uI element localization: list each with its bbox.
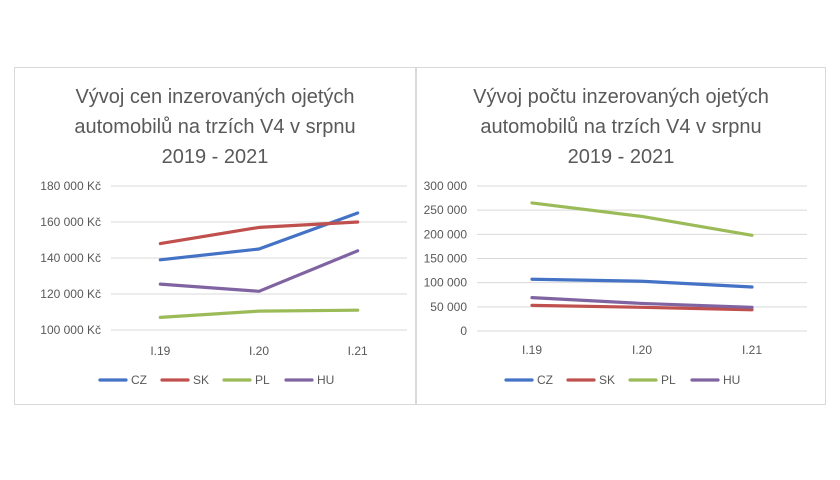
series-line-pl	[530, 201, 754, 237]
legend-label: HU	[317, 373, 334, 387]
legend-label: CZ	[537, 373, 553, 387]
legend-label: HU	[723, 373, 740, 387]
legend-label: CZ	[131, 373, 147, 387]
y-tick-label: 250 000	[424, 203, 468, 217]
series-line-cz	[530, 277, 754, 289]
count-line-chart: 0 50 000 100 000 150 000 200 000 250 000 300 0…	[424, 179, 807, 387]
y-tick-label: 120 000 Kč	[40, 287, 101, 301]
y-tick-label: 0	[460, 324, 467, 338]
y-tick-label: 160 000 Kč	[40, 215, 101, 229]
x-tick-label: I.20	[249, 344, 269, 358]
y-tick-label: 100 000	[424, 276, 468, 290]
y-tick-label: 200 000	[424, 227, 468, 241]
y-tick-label: 300 000	[424, 179, 468, 193]
chart-panel-counts: Vývoj počtu inzerovaných ojetých automob…	[416, 67, 826, 405]
chart-title-line: 2019 - 2021	[161, 146, 269, 168]
y-tick-label: 100 000 Kč	[40, 323, 101, 337]
chart-title-line: automobilů na trzích V4 v srpnu	[480, 116, 762, 138]
chart-title: Vývoj cen inzerovaných ojetých automobil…	[15, 82, 415, 172]
y-tick-label: 180 000 Kč	[40, 179, 101, 193]
price-line-chart: 100 000 Kč 120 000 Kč 140 000 Kč 160 000 Kč…	[40, 179, 407, 387]
legend-label: SK	[599, 373, 615, 387]
y-tick-label: 150 000	[424, 252, 468, 266]
legend-label: SK	[193, 373, 209, 387]
chart-panel-prices: Vývoj cen inzerovaných ojetých automobil…	[14, 67, 416, 405]
chart-title-line: 2019 - 2021	[567, 146, 675, 168]
chart-title-line: automobilů na trzích V4 v srpnu	[74, 116, 356, 138]
y-tick-label: 50 000	[430, 300, 467, 314]
series-line-sk	[158, 220, 360, 246]
series-line-cz	[158, 211, 360, 262]
chart-title-line: Vývoj cen inzerovaných ojetých	[75, 86, 355, 108]
series-line-pl	[158, 308, 360, 319]
chart-title: Vývoj počtu inzerovaných ojetých automob…	[417, 82, 825, 172]
series-line-hu	[530, 296, 754, 309]
x-tick-label: I.19	[150, 344, 170, 358]
x-tick-label: I.21	[348, 344, 368, 358]
series-line-hu	[158, 249, 360, 293]
x-tick-label: I.20	[632, 343, 652, 357]
series-line-sk	[530, 303, 754, 312]
legend-label: PL	[661, 373, 676, 387]
chart-title-line: Vývoj počtu inzerovaných ojetých	[473, 86, 769, 108]
x-tick-label: I.21	[742, 343, 762, 357]
y-tick-label: 140 000 Kč	[40, 251, 101, 265]
legend-label: PL	[255, 373, 270, 387]
x-tick-label: I.19	[522, 343, 542, 357]
